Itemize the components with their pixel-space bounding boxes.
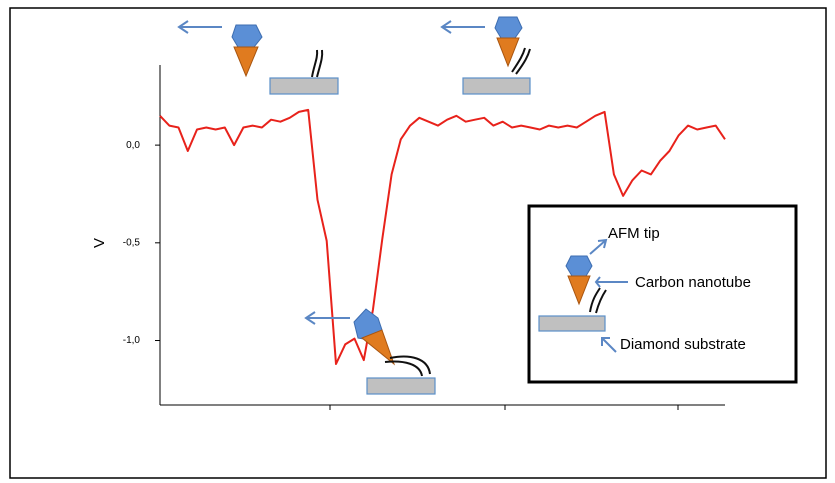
frame (9, 7, 827, 479)
data-line (159, 108, 726, 365)
illustration-1 (177, 20, 339, 95)
annotation: Diamond substrate (620, 336, 746, 353)
illustration-3 (304, 308, 436, 395)
annotation: Carbon nanotube (635, 274, 751, 291)
y-tick-label: 0,0 (126, 140, 140, 151)
legend-inset: AFM tip Carbon nanotube Diamond substrat… (527, 204, 798, 384)
x-ticks (329, 405, 679, 410)
y-tick-label: -0,5 (123, 237, 141, 248)
annotation: AFM tip (608, 225, 660, 242)
y-tick-label: -1,0 (123, 335, 141, 346)
y-axis-label: V (91, 238, 108, 248)
illustration-2 (440, 16, 531, 95)
